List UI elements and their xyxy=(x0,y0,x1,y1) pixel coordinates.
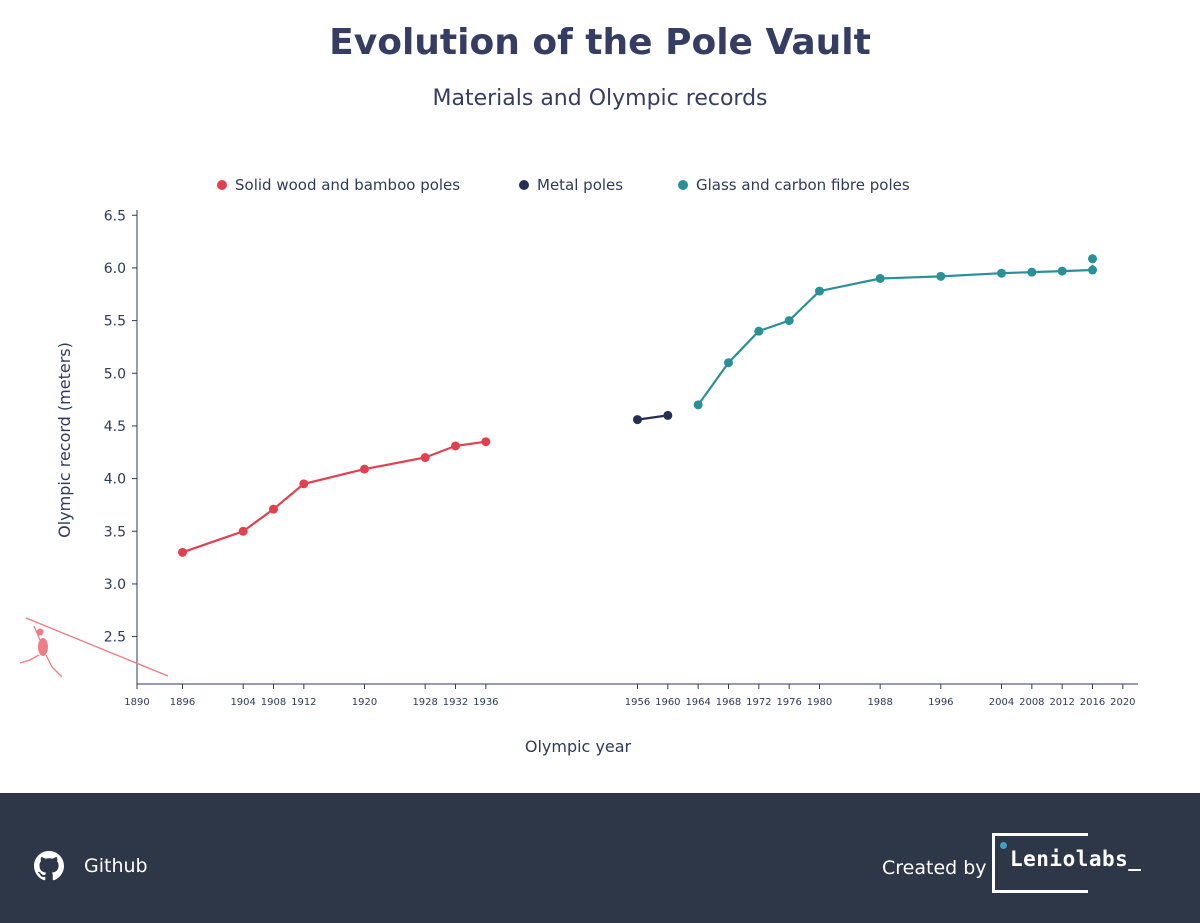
series-2 xyxy=(693,265,1097,410)
series-line xyxy=(637,414,668,421)
legend-label: Metal poles xyxy=(537,176,623,194)
data-point[interactable] xyxy=(178,547,187,557)
leniolabs-logo-frame[interactable] xyxy=(992,833,1088,893)
y-tick-label: 2.5 xyxy=(104,630,126,646)
data-point[interactable] xyxy=(299,479,309,489)
x-tick-label: 1960 xyxy=(655,697,680,708)
y-tick-label: 5.5 xyxy=(104,314,126,330)
axes xyxy=(136,210,1138,685)
plot-area xyxy=(178,254,1097,557)
x-tick-label: 1912 xyxy=(291,697,316,708)
vaulter-head xyxy=(36,628,44,636)
legend-item-1[interactable]: Metal poles xyxy=(519,176,623,194)
x-tick-label: 1968 xyxy=(716,697,741,708)
chart-title: Evolution of the Pole Vault xyxy=(329,22,871,63)
x-tick-label: 1956 xyxy=(625,697,650,708)
x-tick-label: 2004 xyxy=(989,697,1014,708)
vaulter-illustration xyxy=(19,617,169,678)
footer: Github Created by Leniolabs_ xyxy=(0,793,1200,923)
data-point[interactable] xyxy=(754,326,764,336)
leniolabs-logo[interactable]: Leniolabs_ xyxy=(1010,847,1142,871)
pole-vault-chart: Solid wood and bamboo poles Metal poles Gl… xyxy=(19,176,1138,756)
data-point[interactable] xyxy=(815,286,824,296)
x-tick-label: 1980 xyxy=(807,697,832,708)
created-by-label: Created by xyxy=(882,857,987,879)
legend-marker xyxy=(678,180,688,190)
data-point[interactable] xyxy=(1088,254,1097,264)
series-line xyxy=(182,440,486,554)
legend-label: Glass and carbon fibre poles xyxy=(696,176,910,194)
x-tick-label: 1964 xyxy=(685,697,710,708)
x-tick-label: 1904 xyxy=(230,697,255,708)
y-tick-label: 5.0 xyxy=(104,366,126,382)
x-tick-label: 2008 xyxy=(1019,697,1044,708)
data-point[interactable] xyxy=(360,464,369,474)
legend-label: Solid wood and bamboo poles xyxy=(235,176,460,194)
data-point[interactable] xyxy=(481,437,491,447)
x-tick-label: 2020 xyxy=(1110,697,1135,708)
x-tick-label: 1920 xyxy=(352,697,377,708)
x-tick-label: 1972 xyxy=(746,697,771,708)
data-point[interactable] xyxy=(238,526,248,536)
y-axis-label: Olympic record (meters) xyxy=(55,342,74,538)
x-tick-label: 2016 xyxy=(1080,697,1105,708)
vaulter-arm xyxy=(33,625,41,641)
x-tick-label: 2012 xyxy=(1049,697,1074,708)
github-label: Github xyxy=(84,855,148,877)
y-tick-label: 6.0 xyxy=(104,261,126,277)
x-tick-label: 1936 xyxy=(473,697,498,708)
x-tick-label: 1988 xyxy=(867,697,892,708)
data-point[interactable] xyxy=(269,504,278,514)
data-point[interactable] xyxy=(1027,267,1037,277)
github-link[interactable]: Github xyxy=(34,851,148,881)
y-tick-label: 4.0 xyxy=(104,472,126,488)
y-tick-label: 4.5 xyxy=(104,419,126,435)
data-point[interactable] xyxy=(663,410,673,420)
chart-subtitle: Materials and Olympic records xyxy=(432,86,768,111)
legend-item-2[interactable]: Glass and carbon fibre poles xyxy=(678,176,910,194)
legend-item-0[interactable]: Solid wood and bamboo poles xyxy=(217,176,460,194)
x-axis-label: Olympic year xyxy=(525,737,632,756)
series-0 xyxy=(178,437,491,557)
series-1 xyxy=(633,410,673,425)
data-point[interactable] xyxy=(633,415,642,425)
pole-line xyxy=(25,617,169,677)
data-point[interactable] xyxy=(875,273,885,283)
logo-dot-icon xyxy=(1000,842,1007,849)
vaulter-body xyxy=(38,638,48,656)
x-tick-label: 1996 xyxy=(928,697,953,708)
legend: Solid wood and bamboo poles Metal poles Gl… xyxy=(217,176,910,194)
data-point[interactable] xyxy=(997,268,1006,278)
data-point[interactable] xyxy=(451,441,460,451)
data-point[interactable] xyxy=(724,358,733,368)
data-point[interactable] xyxy=(420,453,430,463)
x-tick-label: 1932 xyxy=(443,697,468,708)
x-tick-label: 1976 xyxy=(776,697,801,708)
series-line xyxy=(697,268,1093,406)
data-point[interactable] xyxy=(936,271,946,281)
legend-marker xyxy=(519,180,529,190)
y-ticks: 2.5 3.0 3.5 4.0 4.5 5.0 5.5 6.0 6.5 xyxy=(104,208,137,646)
data-point[interactable] xyxy=(1057,266,1067,276)
vaulter-legs xyxy=(19,654,63,678)
x-tick-label: 1928 xyxy=(412,697,437,708)
github-icon xyxy=(34,851,64,881)
x-tick-label: 1908 xyxy=(261,697,286,708)
y-tick-label: 3.5 xyxy=(104,524,126,540)
data-point[interactable] xyxy=(693,400,703,410)
y-tick-label: 3.0 xyxy=(104,577,126,593)
y-tick-label: 6.5 xyxy=(104,208,126,224)
x-tick-label: 1896 xyxy=(170,697,195,708)
x-tick-label: 1890 xyxy=(124,697,149,708)
x-ticks: 1890 1896 1904 1908 1912 1920 1928 1932 1936 1956… xyxy=(124,684,1136,708)
legend-marker xyxy=(217,180,227,190)
data-point[interactable] xyxy=(784,316,794,326)
